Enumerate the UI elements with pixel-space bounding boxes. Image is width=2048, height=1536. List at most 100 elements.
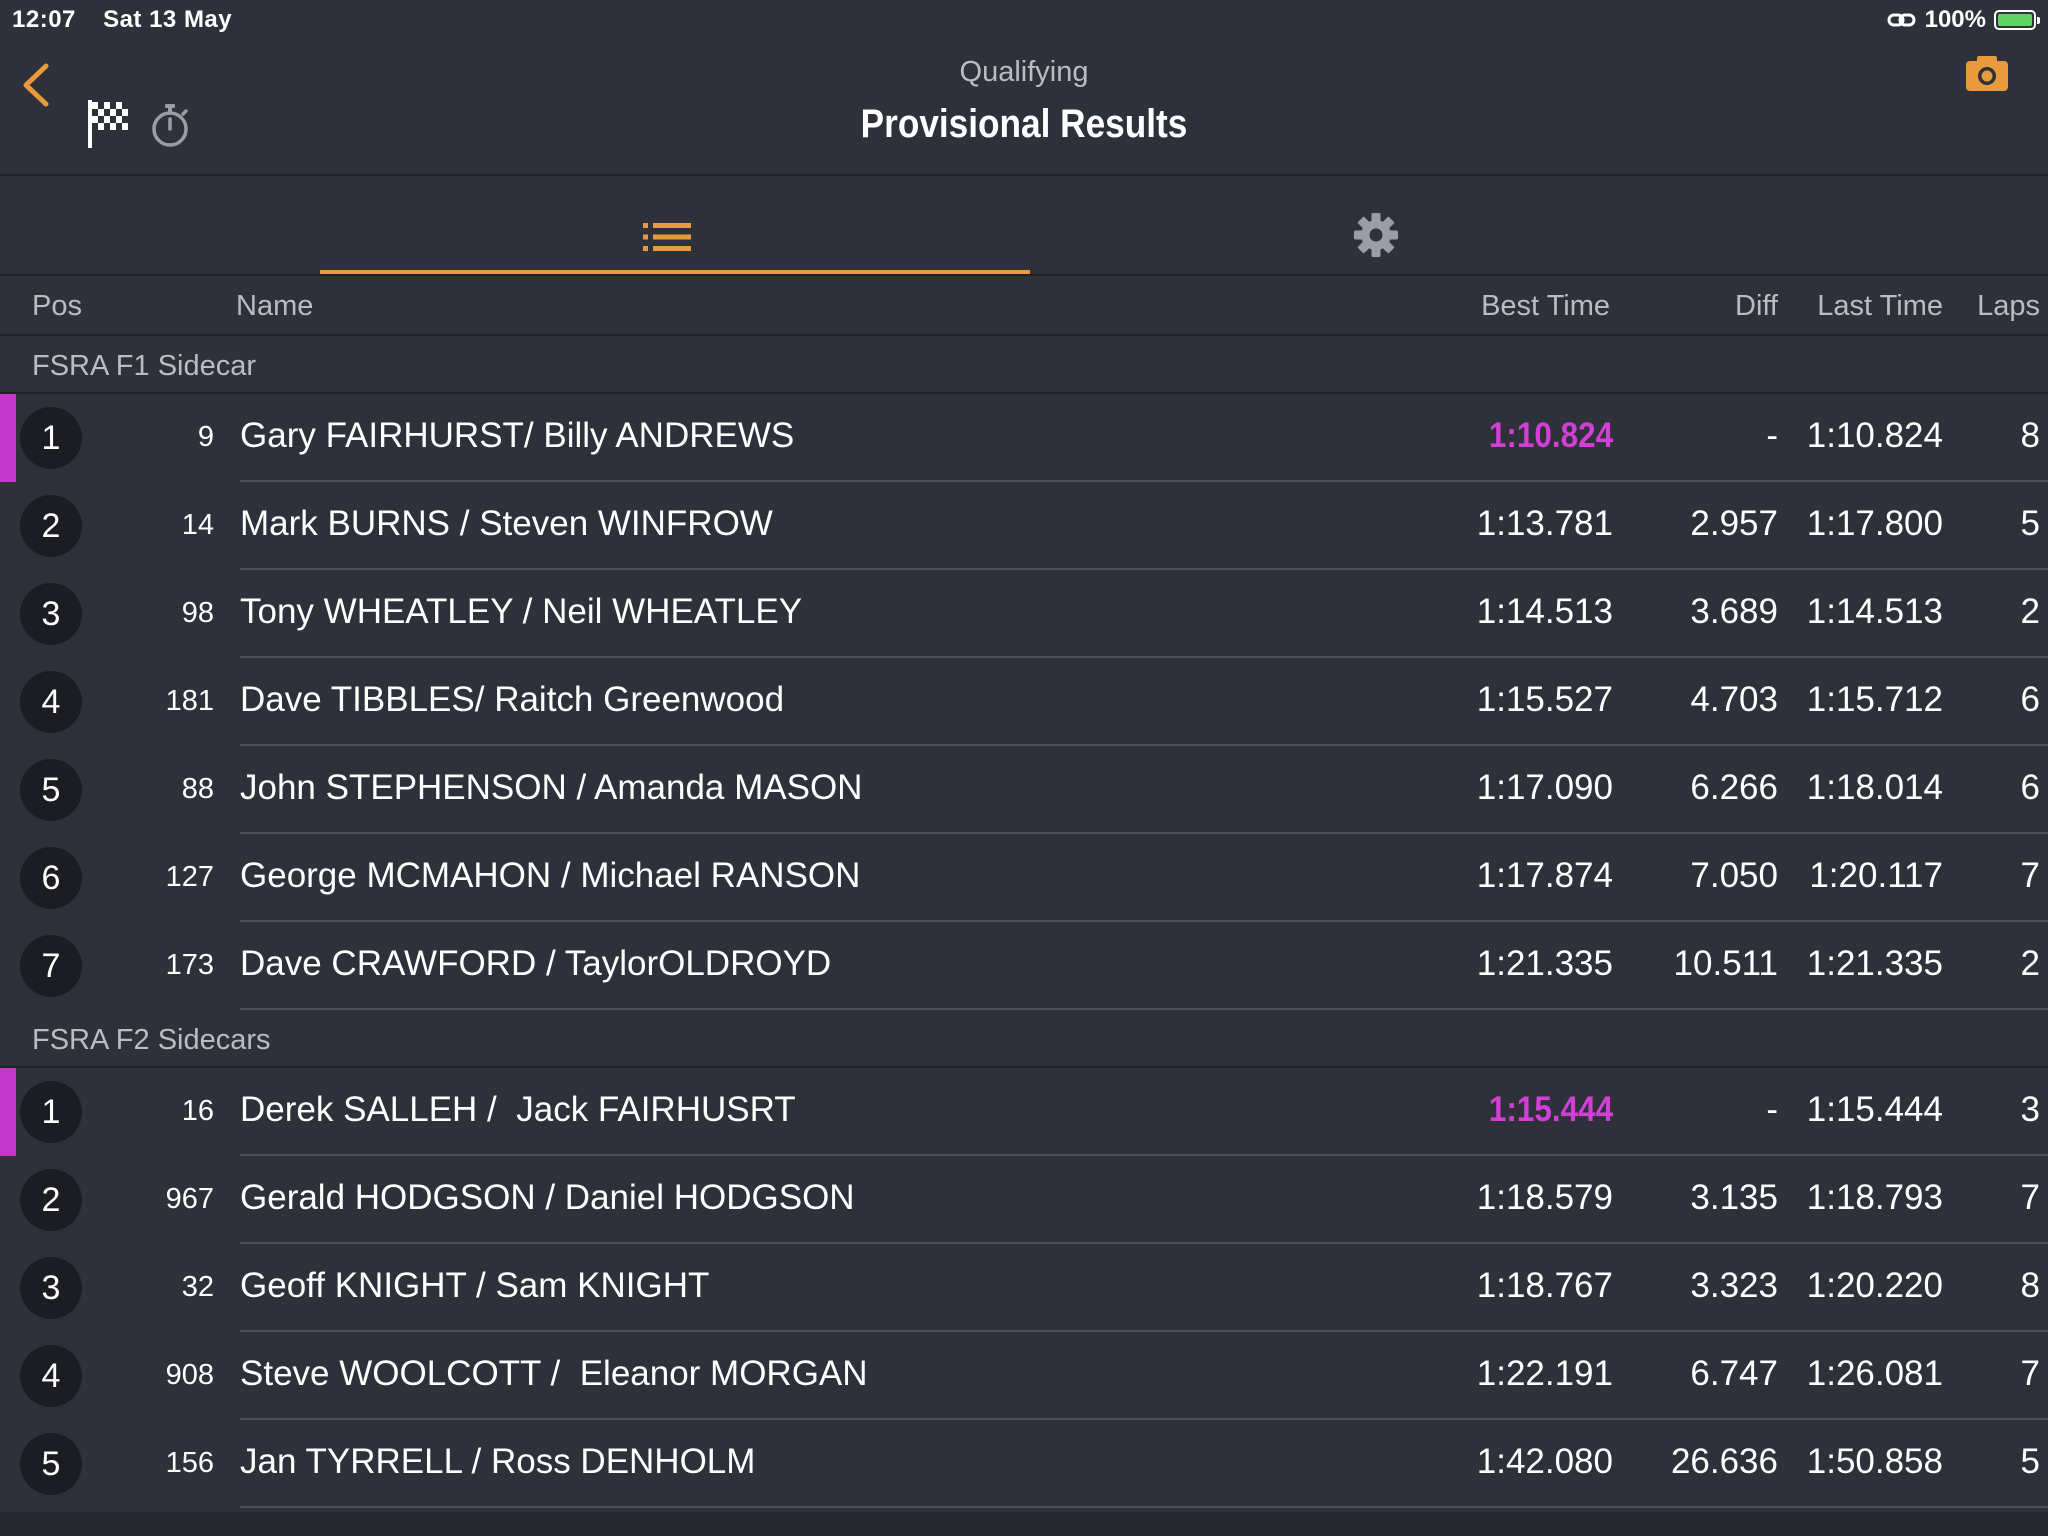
gear-icon: [1354, 213, 1398, 257]
status-date: Sat 13 May: [103, 6, 233, 33]
diff: 6.266: [1690, 768, 1778, 807]
table-row[interactable]: 5 88 John STEPHENSON / Amanda MASON 1:17…: [0, 746, 2048, 834]
column-last-time[interactable]: Last Time: [1817, 290, 1943, 322]
tab-results-list[interactable]: [320, 176, 1030, 274]
driver-names: Derek SALLEH / Jack FAIRHUSRT: [240, 1090, 796, 1129]
position-badge: 2: [20, 495, 82, 557]
driver-names: Mark BURNS / Steven WINFROW: [240, 504, 773, 543]
diff: 6.747: [1690, 1354, 1778, 1393]
best-time: 1:18.767: [1476, 1266, 1613, 1305]
tab-settings[interactable]: [1060, 176, 1770, 274]
last-time: 1:10.824: [1806, 416, 1943, 455]
column-diff[interactable]: Diff: [1735, 290, 1778, 322]
page-title: Provisional Results: [860, 102, 1188, 146]
checkered-flag-icon[interactable]: [86, 98, 132, 150]
status-left: 12:07 Sat 13 May: [12, 6, 232, 34]
section-header: FSRA F2 Sidecars: [0, 1010, 2048, 1068]
race-number: 908: [165, 1359, 214, 1391]
table-row[interactable]: 1 16 Derek SALLEH / Jack FAIRHUSRT 1:15.…: [0, 1068, 2048, 1156]
diff: -: [1766, 416, 1778, 455]
race-number: 173: [165, 949, 214, 981]
laps: 2: [2020, 944, 2040, 983]
best-time: 1:17.090: [1476, 768, 1613, 807]
best-time: 1:15.444: [1488, 1090, 1613, 1129]
battery-percent: 100%: [1924, 6, 1986, 33]
camera-icon[interactable]: [1964, 54, 2010, 94]
laps: 5: [2020, 1442, 2040, 1481]
best-time: 1:17.874: [1476, 856, 1613, 895]
table-row[interactable]: 5 156 Jan TYRRELL / Ross DENHOLM 1:42.08…: [0, 1420, 2048, 1508]
stopwatch-icon[interactable]: [148, 102, 192, 148]
last-time: 1:20.117: [1809, 856, 1943, 895]
column-laps[interactable]: Laps: [1977, 290, 2040, 322]
last-time: 1:15.444: [1806, 1090, 1943, 1129]
active-tab-indicator: [320, 270, 1030, 274]
last-time: 1:17.800: [1806, 504, 1943, 543]
laps: 6: [2020, 768, 2040, 807]
laps: 5: [2020, 504, 2040, 543]
diff: 10.511: [1673, 944, 1778, 983]
bottom-bar: [0, 1512, 2048, 1536]
table-row[interactable]: 6 127 George MCMAHON / Michael RANSON 1:…: [0, 834, 2048, 922]
table-row[interactable]: 7 173 Dave CRAWFORD / TaylorOLDROYD 1:21…: [0, 922, 2048, 1010]
laps: 8: [2020, 1266, 2040, 1305]
last-time: 1:20.220: [1806, 1266, 1943, 1305]
driver-names: Steve WOOLCOTT / Eleanor MORGAN: [240, 1354, 868, 1393]
driver-names: John STEPHENSON / Amanda MASON: [240, 768, 863, 807]
laps: 6: [2020, 680, 2040, 719]
table-row[interactable]: 3 98 Tony WHEATLEY / Neil WHEATLEY 1:14.…: [0, 570, 2048, 658]
column-pos[interactable]: Pos: [32, 290, 82, 322]
race-number: 9: [197, 421, 214, 453]
table-row[interactable]: 1 9 Gary FAIRHURST/ Billy ANDREWS 1:10.8…: [0, 394, 2048, 482]
position-badge: 6: [20, 847, 82, 909]
table-row[interactable]: 3 32 Geoff KNIGHT / Sam KNIGHT 1:18.767 …: [0, 1244, 2048, 1332]
laps: 3: [2020, 1090, 2040, 1129]
section-header: FSRA F1 Sidecar: [0, 336, 2048, 394]
best-time: 1:13.781: [1476, 504, 1613, 543]
laps: 8: [2020, 416, 2040, 455]
position-badge: 2: [20, 1169, 82, 1231]
column-name[interactable]: Name: [236, 290, 314, 322]
driver-names: Tony WHEATLEY / Neil WHEATLEY: [240, 592, 803, 631]
driver-names: Gerald HODGSON / Daniel HODGSON: [240, 1178, 855, 1217]
driver-names: Gary FAIRHURST/ Billy ANDREWS: [240, 416, 795, 455]
table-row[interactable]: 4 908 Steve WOOLCOTT / Eleanor MORGAN 1:…: [0, 1332, 2048, 1420]
position-badge: 5: [20, 1433, 82, 1495]
best-time: 1:22.191: [1476, 1354, 1613, 1393]
leader-marker: [0, 394, 16, 482]
last-time: 1:18.793: [1806, 1178, 1943, 1217]
best-time: 1:10.824: [1488, 416, 1613, 455]
laps: 7: [2020, 856, 2040, 895]
best-time: 1:18.579: [1476, 1178, 1613, 1217]
status-time: 12:07: [12, 6, 76, 33]
laps: 7: [2020, 1354, 2040, 1393]
column-header-row: Pos Name Best Time Diff Last Time Laps: [0, 276, 2048, 336]
race-number: 181: [165, 685, 214, 717]
column-best-time[interactable]: Best Time: [1481, 290, 1610, 322]
position-badge: 3: [20, 583, 82, 645]
table-row[interactable]: 4 181 Dave TIBBLES/ Raitch Greenwood 1:1…: [0, 658, 2048, 746]
diff: -: [1766, 1090, 1778, 1129]
race-number: 127: [165, 861, 214, 893]
section-title: FSRA F1 Sidecar: [32, 350, 257, 382]
race-number: 967: [165, 1183, 214, 1215]
diff: 4.703: [1690, 680, 1778, 719]
table-row[interactable]: 2 14 Mark BURNS / Steven WINFROW 1:13.78…: [0, 482, 2048, 570]
link-icon: [1887, 13, 1916, 27]
position-badge: 3: [20, 1257, 82, 1319]
driver-names: Jan TYRRELL / Ross DENHOLM: [240, 1442, 756, 1481]
back-chevron-icon[interactable]: [18, 62, 58, 108]
race-number: 88: [181, 773, 214, 805]
list-icon: [643, 223, 691, 251]
diff: 3.323: [1690, 1266, 1778, 1305]
position-badge: 7: [20, 935, 82, 997]
best-time: 1:42.080: [1476, 1442, 1613, 1481]
leader-marker: [0, 1068, 16, 1156]
race-number: 156: [165, 1447, 214, 1479]
battery-icon: [1994, 10, 2040, 30]
race-number: 14: [181, 509, 214, 541]
table-row[interactable]: 2 967 Gerald HODGSON / Daniel HODGSON 1:…: [0, 1156, 2048, 1244]
position-badge: 5: [20, 759, 82, 821]
section-title: FSRA F2 Sidecars: [32, 1024, 271, 1056]
header-subtitle: Qualifying: [959, 56, 1089, 88]
